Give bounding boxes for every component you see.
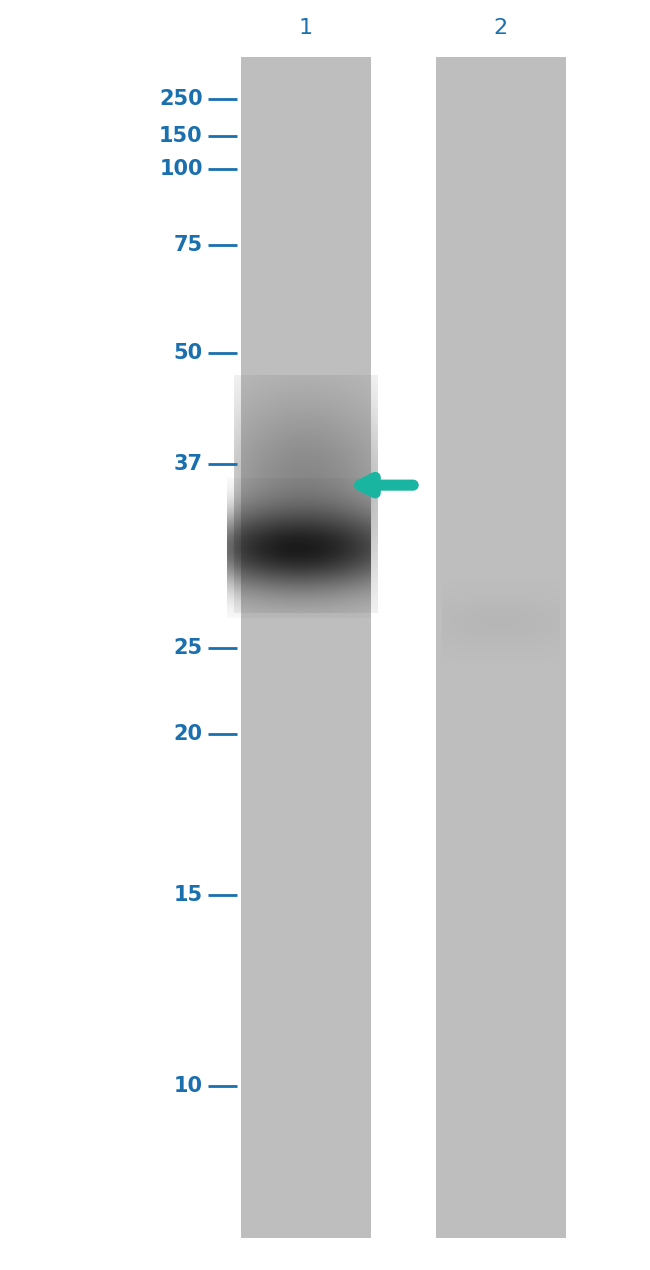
Text: 1: 1 <box>298 18 313 38</box>
Bar <box>436 57 566 1238</box>
Text: 25: 25 <box>174 638 203 658</box>
Text: 50: 50 <box>174 343 203 363</box>
Text: 2: 2 <box>493 18 508 38</box>
Text: 20: 20 <box>174 724 203 744</box>
Text: 100: 100 <box>159 159 203 179</box>
Text: 75: 75 <box>174 235 203 255</box>
Text: 10: 10 <box>174 1076 203 1096</box>
Text: 15: 15 <box>174 885 203 906</box>
Bar <box>240 57 370 1238</box>
Text: 250: 250 <box>159 89 203 109</box>
Text: 150: 150 <box>159 126 203 146</box>
Text: 37: 37 <box>174 453 203 474</box>
